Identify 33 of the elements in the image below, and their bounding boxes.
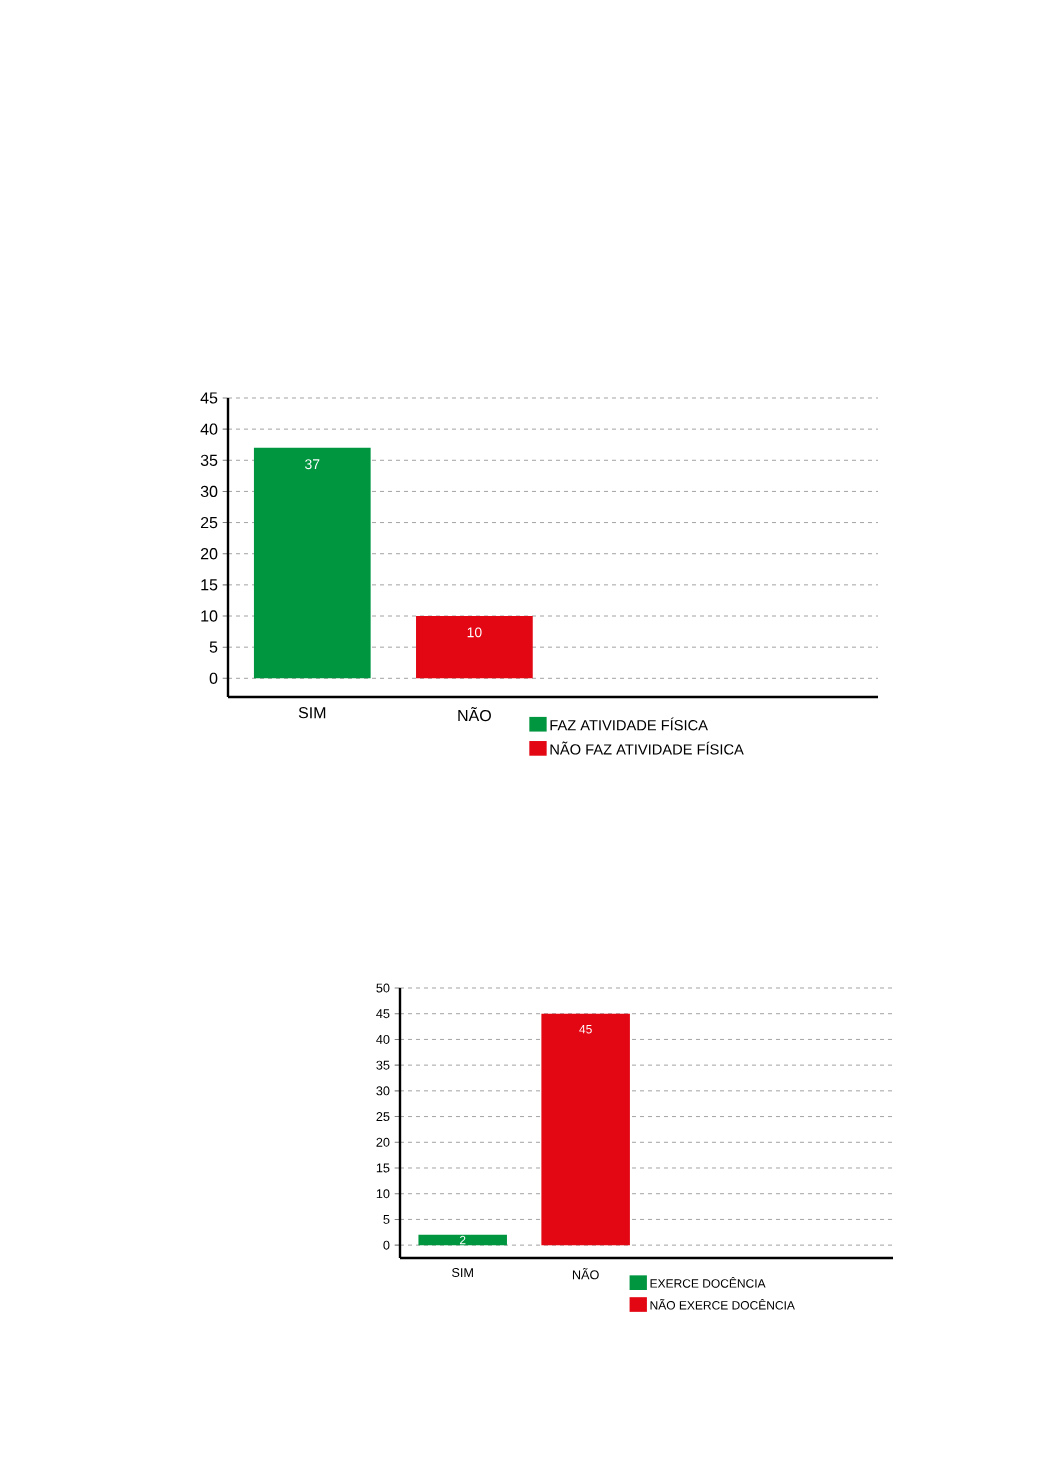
y-tick-label: 30 [376,1086,390,1096]
y-tick-label: 45 [376,1009,390,1019]
x-tick-label: SIM [298,707,326,719]
x-tick-label: NÃO [458,707,491,722]
y-tick-label: 5 [383,1215,390,1224]
y-tick-label: 15 [201,579,218,591]
y-tick-label: 50 [376,983,390,993]
y-tick-label: 20 [200,548,218,560]
x-tick-label: NÃO [572,1268,599,1280]
data-label: 2 [459,1235,466,1245]
x-tick-label: SIM [452,1268,473,1278]
y-tick-label: 20 [376,1137,390,1147]
y-tick-label: 35 [376,1060,390,1070]
y-tick-label: 40 [200,423,218,435]
legend-label: EXERCE DOCÊNCIA [650,1277,766,1288]
legend-label: FAZ ATIVIDADE FÍSICA [550,717,708,731]
y-tick-label: 35 [200,454,218,466]
y-tick-label: 15 [376,1163,390,1173]
y-tick-label: 0 [383,1240,390,1250]
data-label: 45 [579,1025,592,1034]
y-tick-label: 10 [201,610,218,622]
data-label: 10 [467,627,482,638]
legend-label: NÃO FAZ ATIVIDADE FÍSICA [550,741,744,755]
y-tick-label: 40 [376,1034,390,1044]
legend-label: NÃO EXERCE DOCÊNCIA [650,1298,795,1310]
y-tick-label: 25 [376,1112,390,1122]
data-label: 37 [305,459,320,470]
y-tick-label: 5 [209,641,218,653]
y-tick-label: 25 [200,516,218,529]
y-tick-label: 30 [200,485,218,498]
y-tick-label: 0 [209,672,218,684]
y-tick-label: 45 [200,392,218,404]
y-tick-label: 10 [376,1189,390,1199]
